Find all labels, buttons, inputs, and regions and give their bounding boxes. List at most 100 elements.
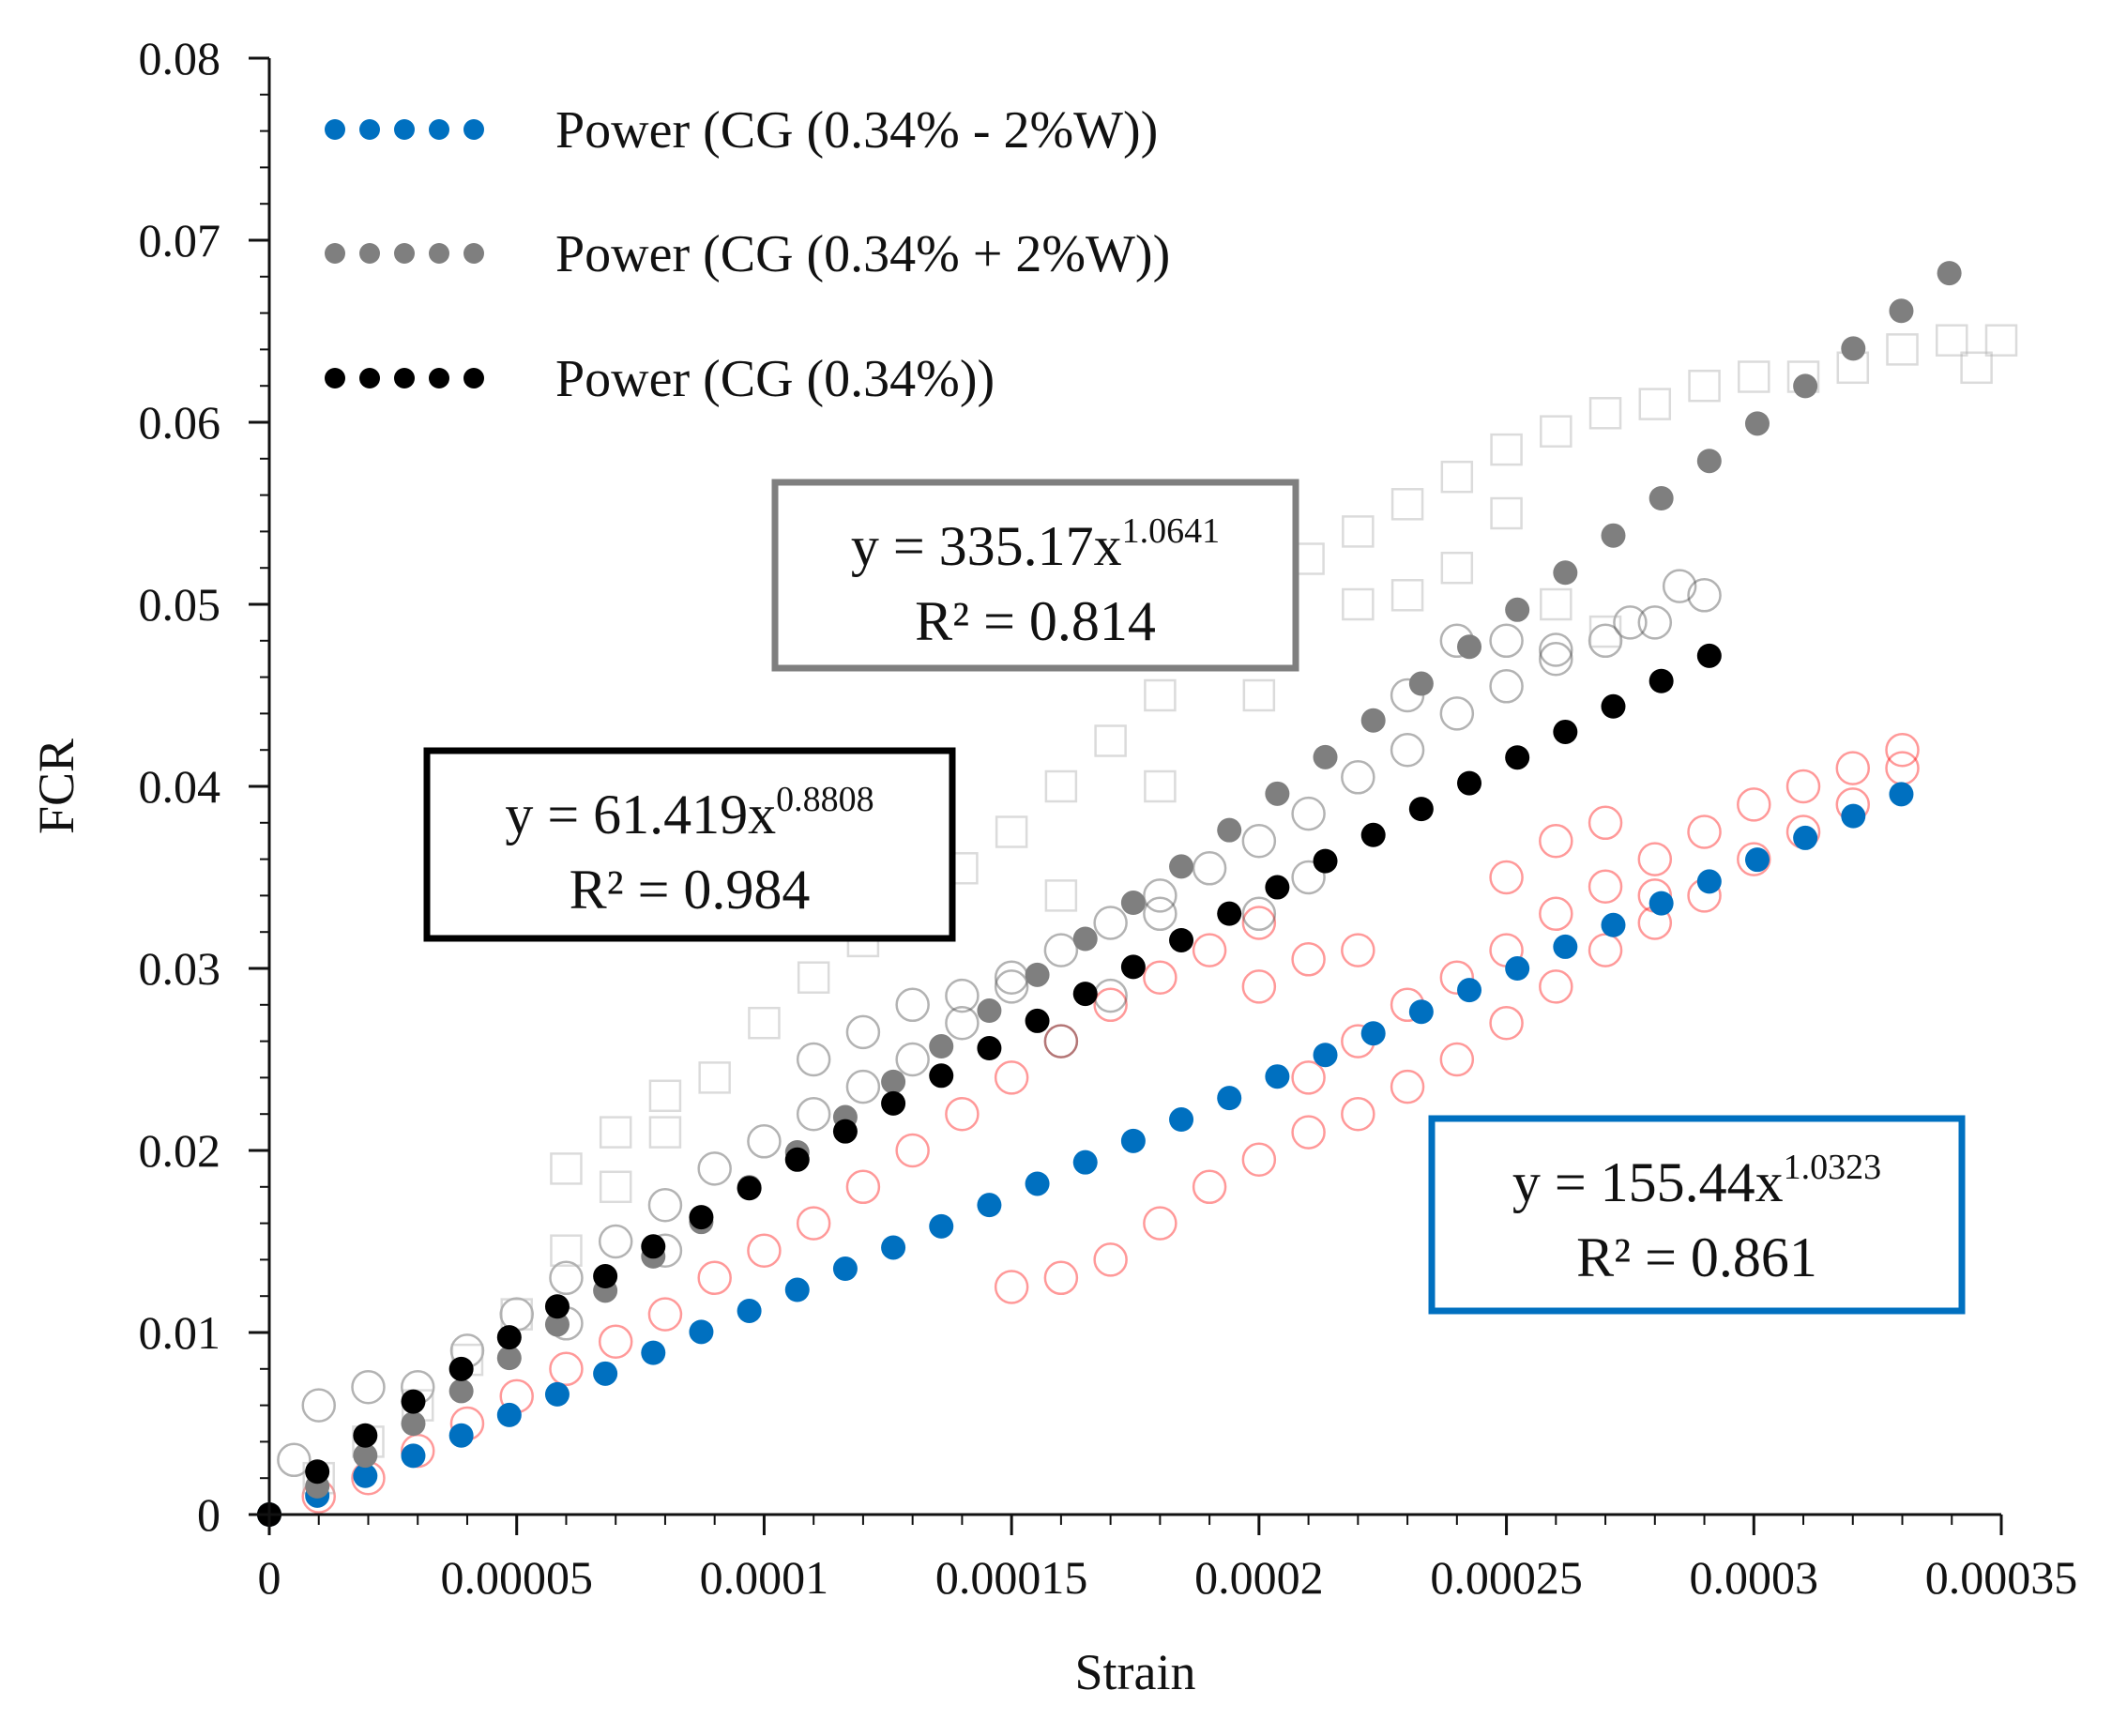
equation-text: y = 61.419x0.8808 bbox=[505, 780, 874, 845]
raw-point bbox=[945, 1096, 980, 1132]
raw-point bbox=[994, 960, 1029, 995]
trend-point bbox=[1408, 797, 1434, 822]
raw-point bbox=[1144, 769, 1177, 803]
equation-exponent: 1.0323 bbox=[1784, 1148, 1882, 1187]
r-squared-text: R² = 0.984 bbox=[570, 859, 811, 921]
legend-marker bbox=[394, 368, 415, 388]
raw-point bbox=[1637, 842, 1673, 876]
trend-point bbox=[784, 1277, 810, 1302]
raw-point bbox=[1662, 569, 1697, 603]
raw-point bbox=[598, 1324, 633, 1359]
trend-point bbox=[1553, 719, 1578, 744]
y-tick-label: 0.02 bbox=[139, 1124, 221, 1177]
x-tick-label: 0.00035 bbox=[1925, 1551, 2078, 1604]
trend-point bbox=[1601, 912, 1626, 937]
x-tick-label: 0.0003 bbox=[1690, 1551, 1819, 1604]
trend-point bbox=[977, 1036, 1002, 1061]
equation-prefix: y = 155.44x bbox=[1512, 1151, 1784, 1213]
raw-point bbox=[1093, 987, 1128, 1023]
raw-point bbox=[1885, 751, 1920, 785]
raw-point bbox=[994, 1060, 1029, 1095]
raw-point bbox=[796, 1206, 831, 1241]
legend: Power (CG (0.34% - 2%W)) Power (CG (0.34%… bbox=[325, 101, 1170, 408]
trend-point bbox=[1601, 693, 1626, 719]
raw-point bbox=[1489, 623, 1524, 659]
y-tick-label: 0.01 bbox=[139, 1306, 221, 1359]
trend-point bbox=[1217, 1086, 1242, 1111]
raw-point bbox=[1886, 333, 1919, 366]
trend-point bbox=[1072, 926, 1098, 952]
equation-exponent: 1.0641 bbox=[1122, 511, 1221, 551]
trend-point bbox=[832, 1119, 858, 1144]
raw-point bbox=[1738, 360, 1770, 393]
raw-point bbox=[1539, 632, 1573, 667]
raw-point bbox=[647, 1187, 683, 1223]
raw-point bbox=[1489, 669, 1524, 704]
trend-point bbox=[1457, 978, 1482, 1003]
raw-point bbox=[599, 1170, 632, 1204]
trend-point bbox=[832, 1256, 858, 1282]
raw-point bbox=[1588, 805, 1623, 841]
raw-point bbox=[1588, 869, 1623, 904]
raw-point bbox=[1440, 460, 1474, 494]
raw-point bbox=[845, 1169, 881, 1205]
r-squared-text: R² = 0.814 bbox=[915, 590, 1156, 652]
raw-point bbox=[1737, 842, 1771, 876]
trend-point bbox=[1360, 708, 1386, 733]
raw-point bbox=[845, 1069, 881, 1104]
y-tick-label: 0.05 bbox=[139, 578, 221, 631]
raw-point bbox=[1043, 933, 1079, 967]
raw-point bbox=[1439, 696, 1475, 731]
raw-point bbox=[1439, 1042, 1475, 1077]
trend-point bbox=[1648, 891, 1674, 916]
equation-box-plus-2w: y = 335.17x1.0641 R² = 0.814 bbox=[771, 479, 1299, 672]
trend-point bbox=[1696, 449, 1722, 474]
trend-point bbox=[977, 998, 1002, 1024]
trend-point bbox=[593, 1264, 618, 1289]
trend-point bbox=[353, 1443, 378, 1469]
raw-point bbox=[1588, 615, 1622, 648]
trend-point bbox=[1744, 411, 1770, 436]
raw-point bbox=[1341, 760, 1375, 795]
trend-point bbox=[401, 1443, 426, 1469]
r-squared-text: R² = 0.861 bbox=[1576, 1226, 1817, 1288]
raw-point bbox=[1291, 1115, 1326, 1150]
equation-prefix: y = 335.17x bbox=[851, 515, 1122, 577]
raw-point bbox=[994, 1270, 1029, 1304]
trend-point bbox=[1889, 298, 1914, 324]
trendline-0 bbox=[257, 782, 1914, 1527]
trend-point bbox=[544, 1294, 570, 1319]
raw-point bbox=[1093, 906, 1128, 940]
trend-point bbox=[1313, 1043, 1338, 1068]
raw-point bbox=[945, 978, 980, 1013]
raw-point bbox=[994, 969, 1029, 1004]
x-tick-label: 0.0002 bbox=[1194, 1551, 1324, 1604]
trend-point bbox=[401, 1411, 426, 1437]
raw-point bbox=[1043, 1024, 1079, 1058]
y-tick-label: 0.07 bbox=[139, 214, 221, 266]
trend-point bbox=[1120, 954, 1146, 980]
legend-marker bbox=[394, 119, 415, 140]
raw-point bbox=[1588, 933, 1623, 967]
raw-point bbox=[1390, 1069, 1425, 1104]
raw-point bbox=[301, 1388, 336, 1423]
trend-point bbox=[1505, 745, 1530, 770]
raw-point bbox=[796, 1096, 831, 1132]
raw-point bbox=[1984, 324, 2018, 357]
raw-point bbox=[1241, 896, 1277, 932]
legend-marker bbox=[463, 119, 484, 140]
raw-point bbox=[1936, 324, 1968, 357]
trend-point bbox=[641, 1234, 666, 1259]
raw-point bbox=[1835, 751, 1871, 785]
trend-point bbox=[977, 1193, 1002, 1218]
trend-point bbox=[353, 1423, 378, 1448]
raw-point bbox=[1242, 678, 1276, 712]
trend-point bbox=[593, 1361, 618, 1386]
raw-point bbox=[1093, 978, 1128, 1013]
trend-point bbox=[1648, 486, 1674, 511]
raw-point bbox=[1241, 1142, 1277, 1177]
raw-point bbox=[1241, 823, 1277, 859]
raw-point bbox=[895, 1133, 930, 1168]
raw-point bbox=[1687, 578, 1722, 613]
trend-point bbox=[1505, 956, 1530, 982]
